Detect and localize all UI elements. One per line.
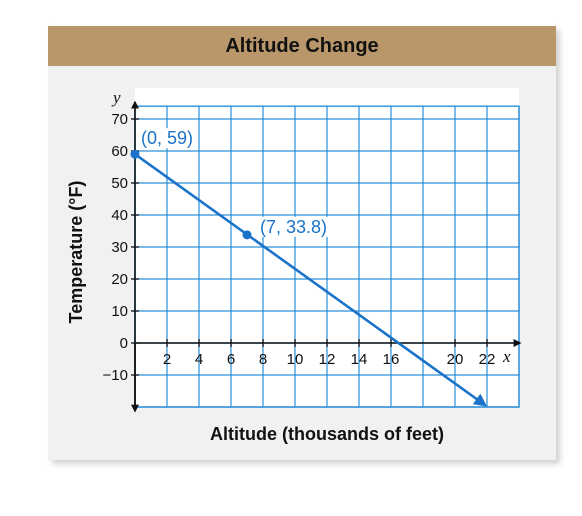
y-tick-label: 40 bbox=[111, 207, 128, 224]
x-tick-label: 4 bbox=[195, 351, 203, 368]
x-axis-letter: x bbox=[502, 347, 511, 366]
y-tick-label: 60 bbox=[111, 143, 128, 160]
x-tick-label: 12 bbox=[319, 351, 336, 368]
x-tick-label: 14 bbox=[351, 351, 368, 368]
y-tick-label: −10 bbox=[103, 367, 128, 384]
chart-title: Altitude Change bbox=[225, 35, 379, 57]
x-tick-label: 20 bbox=[447, 351, 464, 368]
series-line bbox=[134, 153, 488, 407]
points-layer: (0, 59) (7, 33.8) bbox=[130, 128, 330, 240]
point-label-background bbox=[139, 128, 196, 149]
y-axis-label: Temperature (°F) bbox=[66, 181, 86, 324]
x-tick-label: 2 bbox=[163, 351, 171, 368]
point-label: (7, 33.8) bbox=[260, 217, 327, 237]
y-tick-label: 70 bbox=[111, 111, 128, 128]
y-axis-letter: y bbox=[111, 88, 121, 107]
point-label-background bbox=[258, 216, 330, 237]
x-tick-label: 10 bbox=[287, 351, 304, 368]
y-tick-label: 50 bbox=[111, 175, 128, 192]
x-axis-label: Altitude (thousands of feet) bbox=[210, 424, 444, 444]
data-point bbox=[242, 230, 252, 240]
series-layer bbox=[134, 153, 488, 407]
point-label: (0, 59) bbox=[141, 128, 193, 148]
x-tick-label: 22 bbox=[479, 351, 496, 368]
y-tick-label: 10 bbox=[111, 303, 128, 320]
x-tick-label: 8 bbox=[259, 351, 267, 368]
y-tick-label: 30 bbox=[111, 239, 128, 256]
title-bar bbox=[48, 26, 556, 66]
x-tick-label: 6 bbox=[227, 351, 235, 368]
x-tick-label: 16 bbox=[383, 351, 400, 368]
y-tick-label: 20 bbox=[111, 271, 128, 288]
y-tick-label: 0 bbox=[120, 335, 128, 352]
tick-labels: 2 4 6 8 10 12 14 16 20 22 70 60 50 40 30 20 10 0 −10 bbox=[103, 111, 496, 384]
data-point bbox=[130, 149, 140, 159]
